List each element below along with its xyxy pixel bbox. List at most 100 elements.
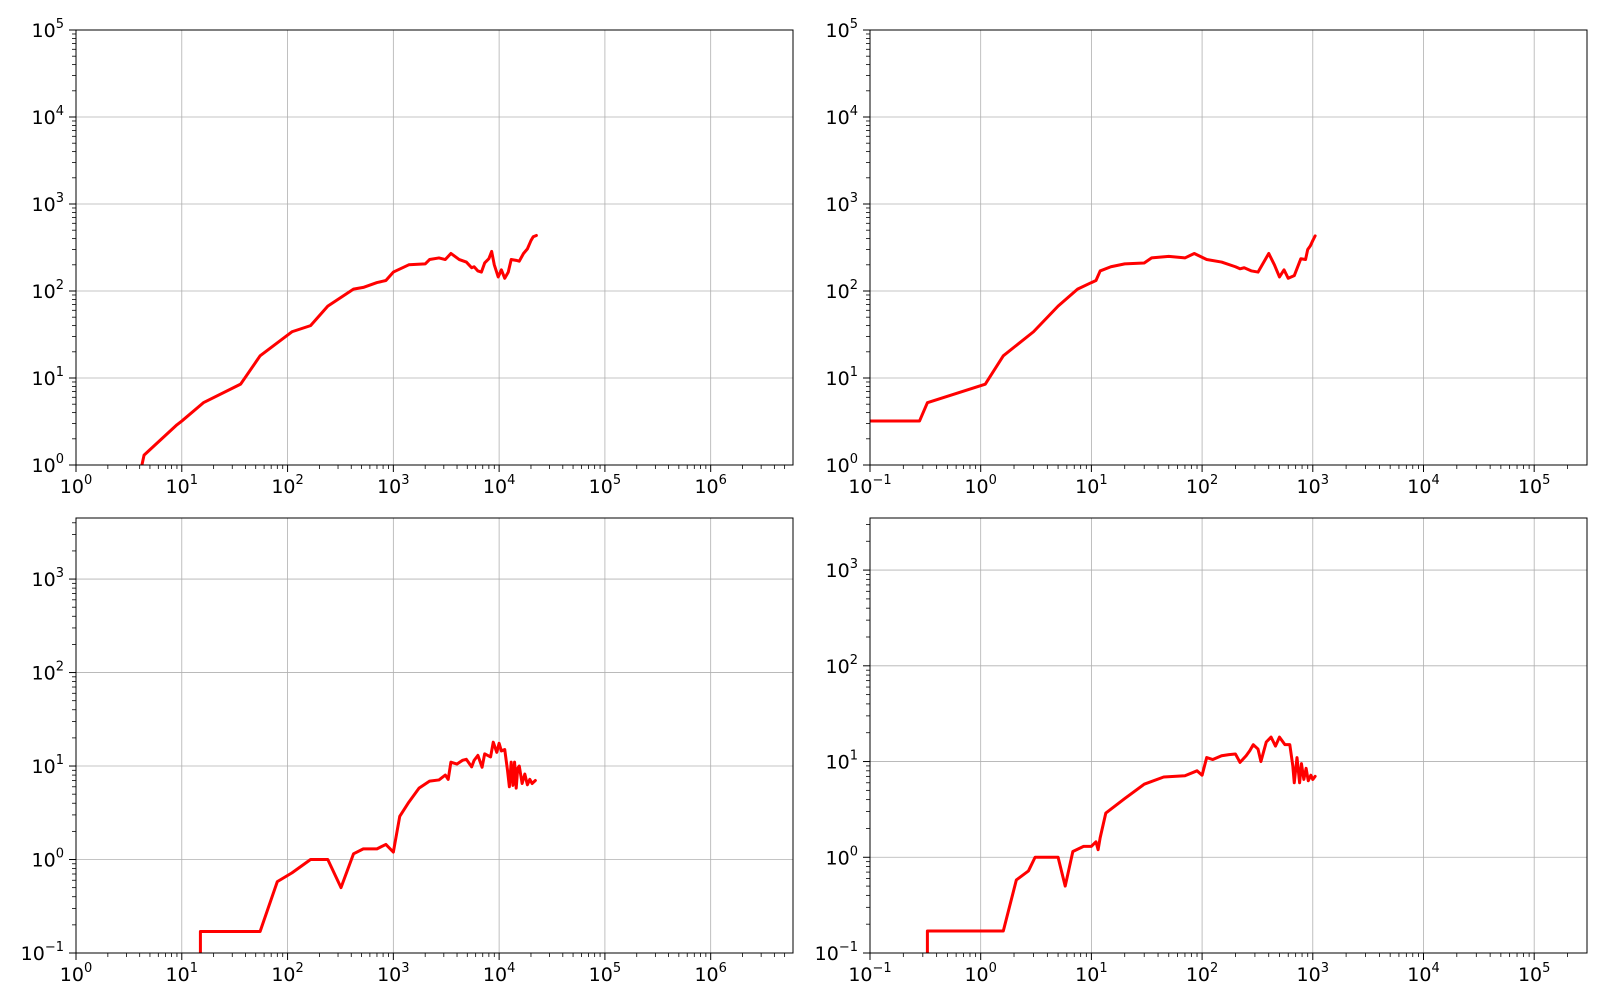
y-tick-label-base: 10: [826, 281, 850, 303]
y-tick-label: 103: [32, 191, 64, 216]
x-tick-label-base: 10: [60, 964, 84, 986]
x-tick-label-exponent: 4: [1431, 961, 1439, 976]
x-tick-label-base: 10: [964, 476, 988, 498]
y-tick-label-base: 10: [32, 107, 56, 129]
y-tick-label: 101: [32, 753, 64, 778]
x-tick-label-exponent: 3: [1321, 961, 1329, 976]
y-tick-label-base: 10: [32, 756, 56, 778]
x-tick-label: 10−1: [848, 473, 891, 498]
x-tick-label: 101: [1075, 473, 1107, 498]
y-tick-label: 101: [826, 365, 858, 390]
x-tick-label: 106: [694, 473, 726, 498]
y-tick-label-base: 10: [32, 663, 56, 685]
x-tick-label-base: 10: [1518, 964, 1542, 986]
x-tick-label: 104: [483, 961, 515, 986]
x-tick-label-exponent: 1: [1099, 961, 1107, 976]
y-tick-label: 102: [826, 278, 858, 303]
x-tick-label-exponent: 1: [190, 473, 198, 488]
y-tick-label: 101: [826, 749, 858, 774]
x-tick-label-base: 10: [271, 964, 295, 986]
y-tick-label-exponent: −1: [45, 940, 64, 955]
x-tick-label: 102: [271, 961, 303, 986]
y-tick-label: 103: [826, 191, 858, 216]
y-tick-label: 104: [32, 104, 64, 129]
y-tick-label-base: 10: [826, 368, 850, 390]
x-tick-label: 100: [964, 473, 996, 498]
x-tick-label-base: 10: [1407, 964, 1431, 986]
x-tick-label: 101: [166, 473, 198, 498]
x-tick-label-exponent: 6: [719, 473, 727, 488]
axes-frame: [75, 517, 794, 954]
x-tick-label: 100: [60, 473, 92, 498]
x-tick-label-base: 10: [483, 476, 507, 498]
axes-frame: [75, 29, 794, 466]
x-tick-label: 105: [1518, 473, 1550, 498]
x-tick-label-base: 10: [60, 476, 84, 498]
y-tick-label: 101: [32, 365, 64, 390]
y-tick-label-exponent: 3: [850, 191, 858, 206]
x-tick-label-exponent: 0: [84, 961, 92, 976]
x-tick-label-base: 10: [166, 476, 190, 498]
x-tick-label-exponent: 2: [296, 473, 304, 488]
y-tick-label: 104: [826, 104, 858, 129]
x-tick-label-exponent: 0: [989, 473, 997, 488]
x-tick-label: 100: [964, 961, 996, 986]
x-tick-label: 103: [377, 473, 409, 498]
y-tick-label-exponent: 2: [850, 653, 858, 668]
y-tick-label-base: 10: [826, 194, 850, 216]
y-tick-label-base: 10: [32, 455, 56, 477]
y-tick-label: 102: [32, 660, 64, 685]
y-tick-label-base: 10: [826, 560, 850, 582]
x-tick-label-exponent: 4: [507, 961, 515, 976]
y-tick-label-base: 10: [826, 847, 850, 869]
x-tick-label: 101: [166, 961, 198, 986]
y-tick-label-exponent: 0: [56, 452, 64, 467]
x-tick-label-exponent: 5: [613, 961, 621, 976]
y-tick-label-base: 10: [32, 20, 56, 42]
y-tick-label: 100: [32, 452, 64, 477]
x-tick-label-base: 10: [1186, 476, 1210, 498]
x-tick-label-exponent: 6: [719, 961, 727, 976]
x-tick-label: 102: [271, 473, 303, 498]
y-tick-label-exponent: 1: [850, 749, 858, 764]
y-tick-label-exponent: −1: [839, 940, 858, 955]
y-tick-label-base: 10: [32, 569, 56, 591]
x-tick-label-exponent: 2: [296, 961, 304, 976]
x-tick-label: 104: [483, 473, 515, 498]
y-tick-label: 102: [32, 278, 64, 303]
y-tick-label-base: 10: [815, 943, 839, 965]
y-tick-label-exponent: 1: [56, 365, 64, 380]
y-tick-label-exponent: 5: [56, 17, 64, 32]
x-tick-label-exponent: 0: [84, 473, 92, 488]
x-tick-label: 105: [589, 473, 621, 498]
x-tick-label: 100: [60, 961, 92, 986]
x-tick-label: 105: [589, 961, 621, 986]
y-tick-label: 100: [826, 452, 858, 477]
x-tick-label-base: 10: [1518, 476, 1542, 498]
x-tick-label-base: 10: [377, 476, 401, 498]
x-tick-label: 104: [1407, 473, 1439, 498]
x-tick-label: 105: [1518, 961, 1550, 986]
y-tick-label: 105: [826, 17, 858, 42]
x-tick-label-base: 10: [964, 964, 988, 986]
y-tick-label-exponent: 3: [850, 557, 858, 572]
y-tick-label-exponent: 4: [850, 104, 858, 119]
y-tick-label-base: 10: [32, 368, 56, 390]
y-tick-label-base: 10: [826, 107, 850, 129]
y-tick-label-base: 10: [826, 752, 850, 774]
y-tick-label-exponent: 1: [56, 753, 64, 768]
y-tick-label-exponent: 4: [56, 104, 64, 119]
x-tick-label-base: 10: [1075, 476, 1099, 498]
x-tick-label-exponent: 1: [190, 961, 198, 976]
x-tick-label-base: 10: [1297, 964, 1321, 986]
y-tick-label-exponent: 0: [850, 452, 858, 467]
x-tick-label: 101: [1075, 961, 1107, 986]
x-tick-label-base: 10: [694, 964, 718, 986]
y-tick-label-exponent: 1: [850, 365, 858, 380]
x-tick-label-base: 10: [166, 964, 190, 986]
y-tick-label: 102: [826, 653, 858, 678]
